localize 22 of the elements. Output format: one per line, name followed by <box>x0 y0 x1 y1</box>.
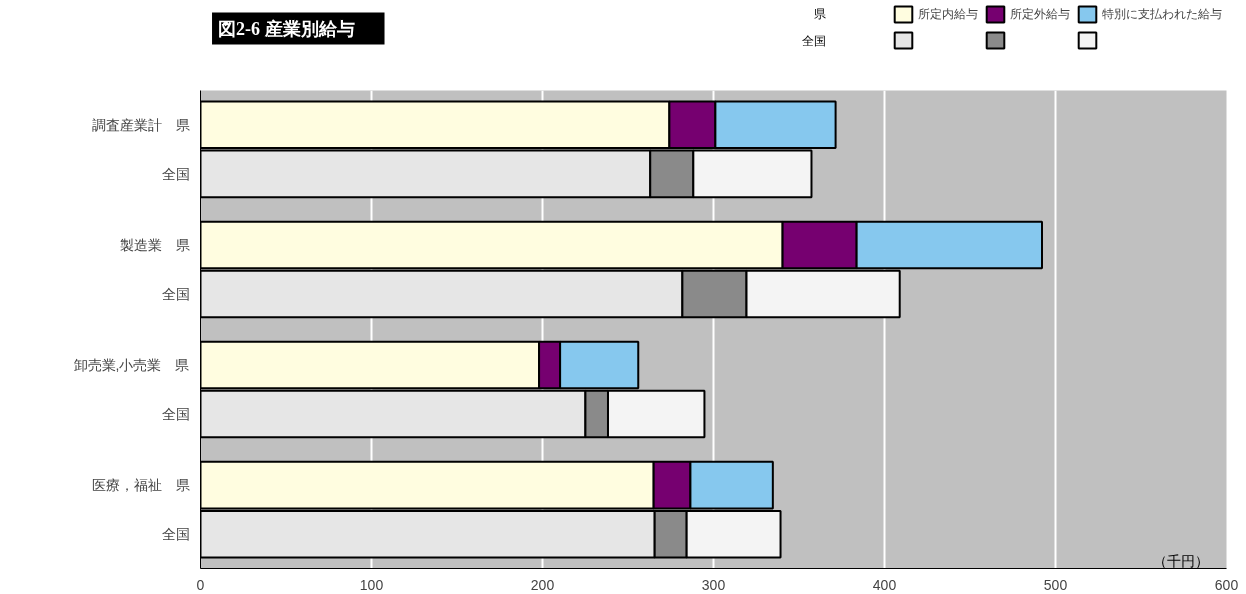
x-tick-label: 0 <box>196 576 205 593</box>
text: 全国 <box>802 33 827 48</box>
legend-label: 所定外給与 <box>1010 5 1070 23</box>
y-tick-label: 全国 <box>161 406 190 423</box>
chart-title: 図2-6 産業別給与 <box>218 18 355 39</box>
text: 県 <box>814 6 827 21</box>
y-tick-label: 卸売業,小売業 県 <box>73 357 190 374</box>
x-tick-label: 100 <box>359 576 384 593</box>
y-tick-label: 全国 <box>161 285 190 302</box>
x-tick-label: 400 <box>872 576 897 593</box>
y-tick-label: 製造業 県 <box>119 236 190 253</box>
legend-label: 特別に支払われた給与 <box>1102 5 1222 23</box>
y-tick-label: 医療，福祉 県 <box>91 477 190 494</box>
y-tick-label: 全国 <box>161 526 190 543</box>
x-tick-label: 300 <box>701 576 726 593</box>
y-tick-label: 調査産業計 県 <box>91 116 190 133</box>
x-tick-label: 600 <box>1214 576 1239 593</box>
x-tick-label: 500 <box>1043 576 1068 593</box>
y-tick-label: 全国 <box>161 165 190 182</box>
annotation: （千円） <box>1153 553 1210 570</box>
x-tick-label: 200 <box>530 576 555 593</box>
legend-label: 所定内給与 <box>918 5 978 23</box>
